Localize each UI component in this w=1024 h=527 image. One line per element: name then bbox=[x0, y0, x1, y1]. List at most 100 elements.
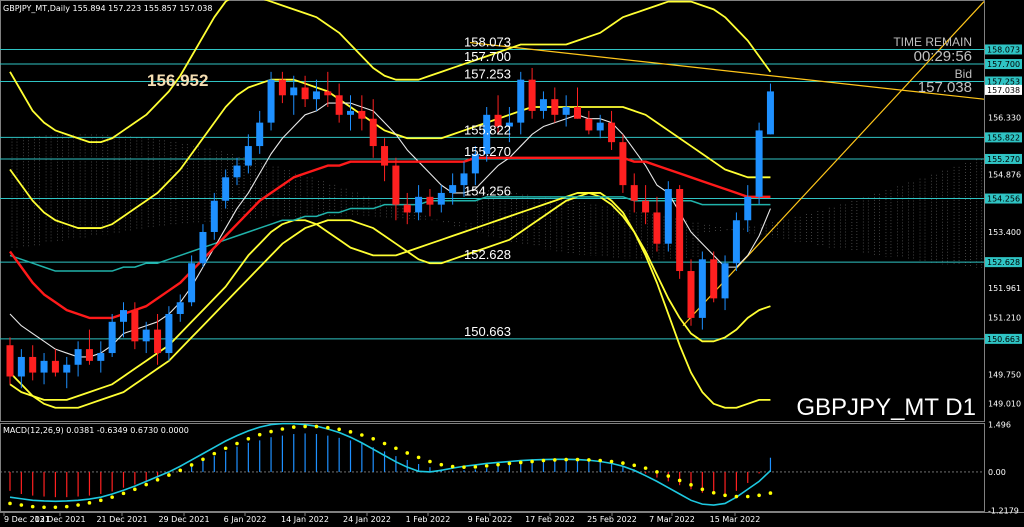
candle bbox=[449, 173, 457, 205]
price-axis-tick: 153.400 bbox=[988, 228, 1021, 237]
candle bbox=[630, 173, 638, 213]
candle-body bbox=[347, 110, 354, 115]
candle bbox=[51, 349, 59, 377]
level-axis-tag bbox=[985, 44, 1022, 55]
candle-body bbox=[233, 165, 241, 178]
macd-signal-dot bbox=[382, 441, 387, 446]
level-label: 150.663 bbox=[464, 324, 511, 339]
band-upper-outer bbox=[9, 0, 772, 144]
level-axis-tag bbox=[985, 132, 1022, 143]
macd-signal-dot bbox=[155, 478, 160, 482]
macd-signal-dot bbox=[121, 491, 126, 496]
candle-body bbox=[256, 122, 264, 147]
candle-body bbox=[721, 263, 729, 299]
candle bbox=[392, 157, 400, 221]
time-remain-value: 00:29:56 bbox=[914, 48, 972, 65]
macd-signal-dot bbox=[496, 462, 500, 467]
macd-signal-dot bbox=[269, 429, 273, 434]
macd-signal-dot bbox=[394, 446, 398, 451]
candle-body bbox=[154, 329, 162, 354]
candle-body bbox=[698, 259, 706, 318]
candle bbox=[721, 255, 729, 311]
macd-signal-dot bbox=[450, 464, 455, 469]
candle-body bbox=[574, 107, 581, 119]
candle bbox=[335, 83, 343, 123]
macd-signal-dot bbox=[64, 504, 69, 509]
candle bbox=[755, 122, 763, 205]
macd-signal-dot bbox=[42, 505, 46, 510]
candle bbox=[732, 212, 740, 272]
time-axis-tick: 17 Feb 2022 bbox=[525, 515, 575, 524]
level-axis-tag-label: 158.073 bbox=[987, 45, 1020, 54]
candle-body bbox=[744, 196, 752, 221]
level-axis-tag-label: 157.700 bbox=[987, 60, 1020, 69]
macd-signal-dot bbox=[19, 503, 24, 507]
candle-body bbox=[585, 118, 593, 131]
candle bbox=[256, 110, 264, 154]
candle bbox=[642, 185, 650, 225]
macd-signal-dot bbox=[235, 441, 239, 446]
macd-signal-dot bbox=[575, 457, 580, 462]
level-axis-tag bbox=[985, 257, 1022, 268]
candle bbox=[210, 192, 218, 240]
time-axis-tick: 6 Jan 2022 bbox=[224, 515, 267, 524]
price-axis-tick: 151.210 bbox=[988, 314, 1021, 323]
symbol-watermark: GBPJPY_MT D1 bbox=[796, 394, 976, 421]
candle bbox=[426, 189, 434, 217]
time-axis-tick: 24 Jan 2022 bbox=[343, 515, 391, 524]
candle-body bbox=[108, 321, 116, 354]
candle-body bbox=[517, 79, 525, 123]
candle bbox=[29, 345, 37, 381]
candle-body bbox=[97, 353, 105, 361]
candle-body bbox=[437, 192, 445, 205]
candle bbox=[244, 134, 252, 174]
macd-signal-dot bbox=[689, 483, 693, 487]
macd-signal-dot bbox=[167, 473, 171, 477]
candle-body bbox=[642, 200, 650, 213]
macd-signal-dot bbox=[439, 462, 444, 467]
candle-body bbox=[596, 122, 604, 131]
ichimoku-cloud bbox=[11, 134, 983, 269]
candle bbox=[176, 294, 184, 322]
candle-body bbox=[29, 356, 37, 373]
candle bbox=[574, 87, 581, 119]
price-axis-tick: 156.330 bbox=[988, 114, 1021, 123]
macd-signal-dot bbox=[144, 482, 148, 487]
candle bbox=[664, 181, 672, 252]
time-axis-tick: 15 Mar 2022 bbox=[710, 515, 761, 524]
candle-body bbox=[562, 107, 570, 115]
macd-signal-dot bbox=[337, 427, 341, 432]
macd-signal-dot bbox=[643, 466, 648, 470]
macd-signal-dot bbox=[212, 451, 217, 456]
level-axis-tag bbox=[985, 153, 1022, 164]
macd-signal-dot bbox=[291, 425, 296, 429]
price-axis-tick: 149.750 bbox=[988, 371, 1021, 380]
macd-signal-dot bbox=[348, 430, 353, 434]
candle bbox=[437, 185, 445, 213]
candle-body bbox=[392, 165, 400, 205]
macd-line bbox=[9, 422, 771, 506]
candle bbox=[347, 95, 354, 131]
candle bbox=[710, 251, 718, 303]
level-label: 157.253 bbox=[464, 67, 511, 82]
candle-body bbox=[687, 271, 695, 318]
candle bbox=[744, 185, 752, 232]
time-axis-tick: 21 Dec 2021 bbox=[96, 515, 147, 524]
time-axis-tick: 7 Mar 2022 bbox=[649, 515, 695, 524]
macd-signal-dot bbox=[8, 501, 12, 506]
candle bbox=[267, 71, 275, 131]
time-axis-tick: 25 Feb 2022 bbox=[587, 515, 637, 524]
macd-signal-dot bbox=[428, 459, 432, 464]
candle bbox=[551, 87, 559, 123]
candle-body bbox=[199, 231, 207, 264]
candle-body bbox=[732, 220, 740, 264]
candle-body bbox=[312, 91, 320, 100]
candle bbox=[120, 302, 127, 338]
level-axis-tag bbox=[985, 333, 1022, 344]
candle-body bbox=[40, 360, 48, 373]
candle-body bbox=[426, 196, 434, 205]
candle-body bbox=[85, 349, 93, 361]
macd-signal-dot bbox=[87, 501, 92, 505]
candle bbox=[619, 134, 627, 193]
macd-signal-dot bbox=[711, 490, 716, 495]
